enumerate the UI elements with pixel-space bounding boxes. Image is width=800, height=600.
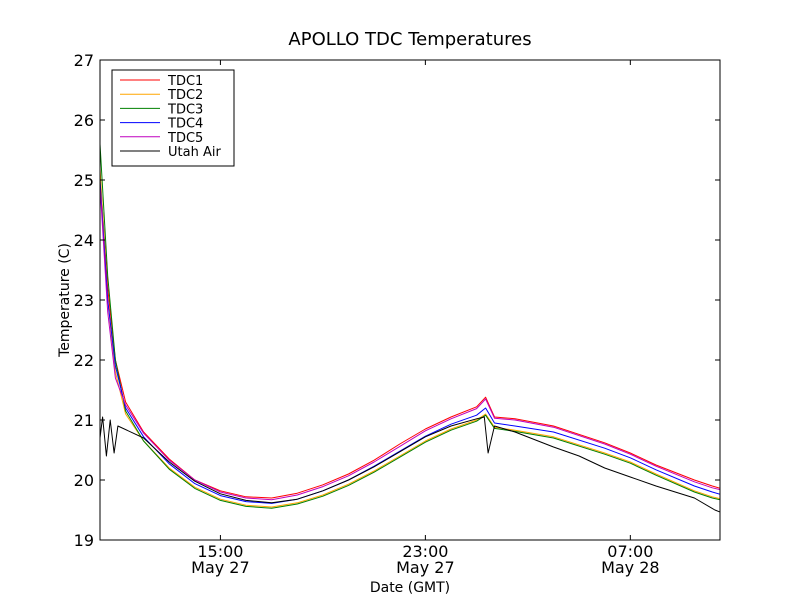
legend-label-tdc2: TDC2 [167, 88, 203, 103]
series-line-tdc4 [100, 179, 720, 504]
y-tick-label: 24 [74, 231, 94, 250]
x-tick-label-date: May 27 [396, 558, 455, 577]
chart-title: APOLLO TDC Temperatures [288, 29, 531, 50]
series-layer [100, 143, 720, 513]
x-axis-label: Date (GMT) [370, 580, 450, 596]
series-line-utah-air [100, 416, 720, 513]
axes-frame [99, 59, 721, 541]
legend-box [111, 69, 235, 167]
series-line-tdc5 [100, 185, 720, 501]
y-tick-label: 27 [74, 51, 94, 70]
series-line-tdc2 [100, 167, 720, 508]
y-tick-label: 23 [74, 291, 94, 310]
legend-label-tdc5: TDC5 [167, 131, 203, 146]
x-tick-label-date: May 28 [601, 558, 660, 577]
legend-label-tdc4: TDC4 [167, 117, 203, 132]
series-line-tdc1 [100, 173, 720, 499]
y-tick-label: 22 [74, 351, 94, 370]
y-tick-label: 25 [74, 171, 94, 190]
y-tick-label: 19 [74, 531, 94, 550]
y-axis-label: Temperature (C) [57, 243, 73, 358]
x-tick-label-time: 07:00 [607, 542, 653, 561]
x-tick-label-time: 15:00 [197, 542, 243, 561]
legend-label-tdc1: TDC1 [167, 74, 203, 89]
legend-label-tdc3: TDC3 [167, 102, 203, 117]
x-tick-label-date: May 27 [191, 558, 250, 577]
series-line-tdc3 [100, 143, 720, 509]
y-tick-label: 21 [74, 411, 94, 430]
y-tick-label: 26 [74, 111, 94, 130]
y-tick-label: 20 [74, 471, 94, 490]
legend-label-utah-air: Utah Air [168, 145, 221, 160]
x-tick-label-time: 23:00 [402, 542, 448, 561]
